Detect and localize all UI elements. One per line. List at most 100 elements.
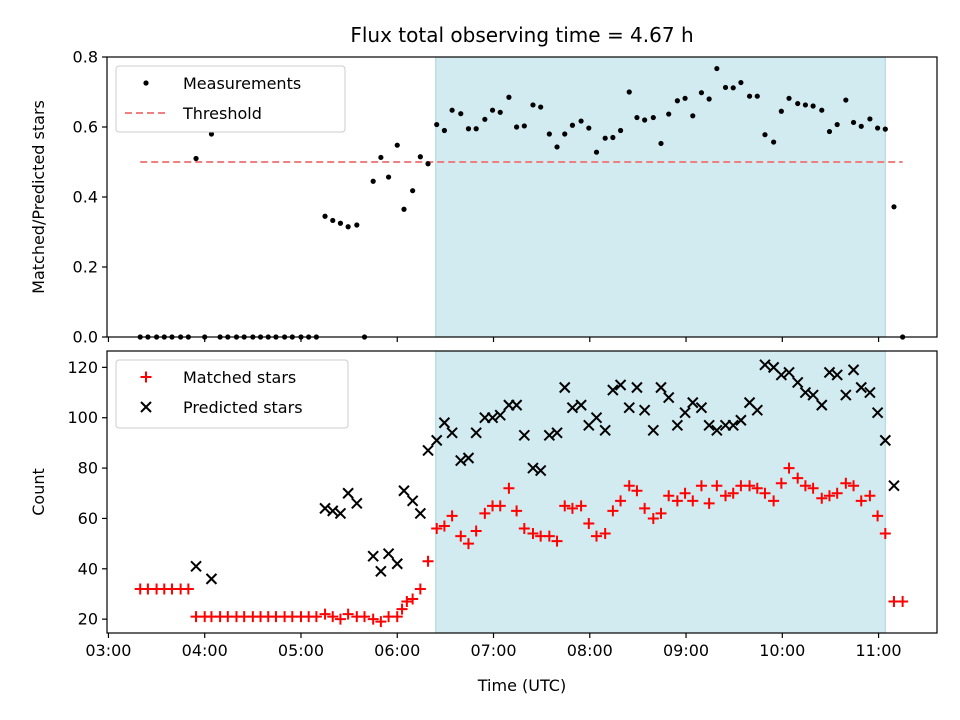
chart-title: Flux total observing time = 4.67 h	[350, 23, 693, 47]
data-point	[438, 520, 450, 532]
data-point	[530, 102, 536, 108]
y-tick-label: 0.0	[73, 328, 98, 347]
data-point	[599, 528, 611, 540]
data-point	[823, 490, 835, 502]
data-point	[562, 131, 568, 137]
data-point	[441, 127, 448, 134]
data-point	[417, 154, 423, 160]
data-point	[703, 419, 715, 431]
data-point	[711, 480, 723, 492]
y-tick-label: 20	[78, 610, 98, 629]
data-point	[607, 384, 619, 396]
data-point	[879, 528, 891, 540]
data-point	[843, 97, 849, 103]
data-point	[551, 427, 563, 439]
data-point	[182, 583, 194, 595]
y-tick-label: 120	[67, 358, 98, 377]
data-point	[401, 596, 413, 608]
data-point	[762, 132, 768, 138]
data-point	[897, 596, 909, 608]
data-point	[431, 523, 443, 535]
data-point	[727, 419, 739, 431]
data-point	[626, 89, 632, 95]
data-point	[771, 139, 777, 145]
data-point	[679, 406, 691, 419]
data-point	[816, 399, 828, 411]
data-point	[205, 573, 218, 585]
data-point	[414, 583, 426, 595]
data-point	[422, 555, 434, 567]
data-point	[422, 444, 434, 457]
data-point	[807, 389, 819, 401]
data-point	[482, 116, 488, 122]
x-tick-label: 03:00	[85, 641, 131, 660]
data-point	[489, 107, 496, 113]
data-point	[848, 480, 860, 492]
data-point	[823, 366, 836, 379]
data-point	[617, 127, 624, 134]
data-point	[455, 454, 467, 467]
data-point	[190, 560, 202, 572]
data-point	[867, 116, 873, 122]
data-point	[518, 429, 531, 442]
legend-frame	[115, 65, 346, 133]
data-point	[639, 502, 651, 514]
data-point	[330, 217, 336, 224]
panel-bottom: 20 40 60 80 100 120 03:00 04:00 05:00 06:00 07:00 0…	[29, 350, 938, 660]
data-point	[527, 462, 539, 474]
data-point	[775, 369, 788, 381]
data-point	[208, 131, 215, 137]
data-point	[682, 95, 688, 101]
x-tick-label: 11:00	[856, 641, 902, 660]
data-point	[864, 386, 876, 399]
data-point	[631, 485, 643, 497]
legend-marker	[140, 401, 152, 413]
data-point	[855, 495, 867, 507]
y-tick-label: 0.6	[73, 118, 98, 137]
data-point	[650, 114, 656, 121]
x-tick-label: 05:00	[278, 641, 324, 660]
data-point	[518, 523, 530, 535]
data-point	[642, 117, 648, 123]
legend-marker	[140, 371, 152, 383]
y-tick-label: 0.8	[73, 48, 98, 67]
legend-frame	[115, 359, 349, 429]
data-point	[795, 100, 801, 107]
data-point	[337, 220, 344, 226]
data-point	[310, 611, 322, 623]
data-point	[802, 102, 809, 108]
data-point	[687, 495, 699, 507]
data-point	[394, 142, 400, 148]
data-point	[514, 124, 520, 130]
data-point	[674, 98, 680, 104]
data-point	[879, 434, 892, 447]
data-point	[810, 103, 816, 109]
data-point	[722, 84, 729, 91]
data-point	[406, 495, 419, 507]
data-point	[506, 94, 512, 100]
data-point	[382, 547, 395, 560]
data-point	[327, 505, 339, 517]
data-point	[446, 510, 458, 522]
data-point	[554, 144, 560, 150]
data-point	[375, 565, 387, 578]
data-point	[575, 500, 587, 512]
data-point	[367, 613, 379, 625]
data-point	[578, 118, 584, 124]
data-point	[666, 111, 672, 117]
data-point	[655, 381, 667, 394]
data-point	[334, 613, 346, 625]
data-point	[342, 487, 354, 499]
data-point	[819, 107, 825, 113]
data-point	[638, 404, 651, 416]
data-point	[799, 386, 812, 399]
data-point	[875, 125, 881, 131]
data-point	[658, 140, 664, 147]
data-point	[479, 507, 491, 519]
shaded-interval	[435, 56, 886, 338]
data-point	[855, 381, 867, 394]
data-point	[510, 399, 523, 411]
data-point	[647, 424, 660, 437]
data-point	[375, 616, 387, 628]
data-point	[559, 500, 571, 512]
